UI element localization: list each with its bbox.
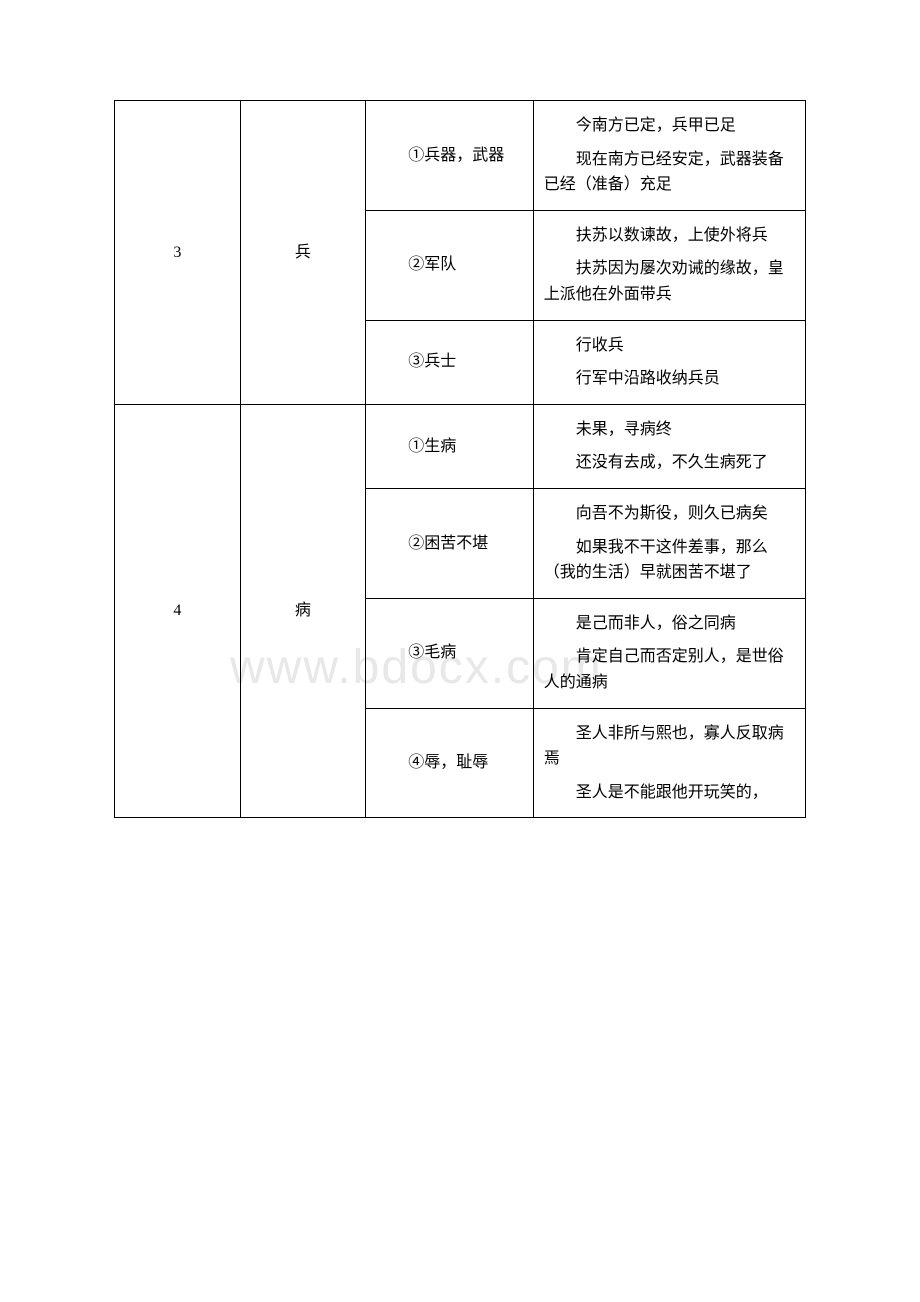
vocabulary-table: 3 兵 ①兵器，武器 今南方已定，兵甲已足 现在南方已经安定，武器装备已经（准备… bbox=[114, 100, 806, 818]
meaning-cell: ③兵士 bbox=[366, 320, 534, 404]
example-text: 向吾不为斯役，则久已病矣 bbox=[544, 501, 795, 527]
example-cell: 向吾不为斯役，则久已病矣 如果我不干这件差事，那么（我的生活）早就困苦不堪了 bbox=[533, 488, 805, 598]
example-cell: 今南方已定，兵甲已足 现在南方已经安定，武器装备已经（准备）充足 bbox=[533, 101, 805, 211]
meaning-cell: ④辱，耻辱 bbox=[366, 708, 534, 818]
meaning-cell: ①生病 bbox=[366, 404, 534, 488]
translation-text: 现在南方已经安定，武器装备已经（准备）充足 bbox=[544, 147, 795, 198]
translation-text: 扶苏因为屡次劝诫的缘故，皇上派他在外面带兵 bbox=[544, 256, 795, 307]
meaning-cell: ②困苦不堪 bbox=[366, 488, 534, 598]
example-cell: 行收兵 行军中沿路收纳兵员 bbox=[533, 320, 805, 404]
example-cell: 圣人非所与熙也，寡人反取病焉 圣人是不能跟他开玩笑的， bbox=[533, 708, 805, 818]
translation-text: 圣人是不能跟他开玩笑的， bbox=[544, 780, 795, 806]
example-cell: 扶苏以数谏故，上使外将兵 扶苏因为屡次劝诫的缘故，皇上派他在外面带兵 bbox=[533, 210, 805, 320]
translation-text: 行军中沿路收纳兵员 bbox=[544, 366, 795, 392]
row-number: 4 bbox=[115, 404, 241, 818]
example-text: 未果，寻病终 bbox=[544, 417, 795, 443]
row-number: 3 bbox=[115, 101, 241, 405]
meaning-cell: ③毛病 bbox=[366, 598, 534, 708]
example-text: 扶苏以数谏故，上使外将兵 bbox=[544, 223, 795, 249]
meaning-cell: ②军队 bbox=[366, 210, 534, 320]
example-text: 圣人非所与熙也，寡人反取病焉 bbox=[544, 721, 795, 772]
example-cell: 是己而非人，俗之同病 肯定自己而否定别人，是世俗人的通病 bbox=[533, 598, 805, 708]
translation-text: 肯定自己而否定别人，是世俗人的通病 bbox=[544, 644, 795, 695]
character: 病 bbox=[240, 404, 366, 818]
meaning-cell: ①兵器，武器 bbox=[366, 101, 534, 211]
example-text: 今南方已定，兵甲已足 bbox=[544, 113, 795, 139]
example-text: 是己而非人，俗之同病 bbox=[544, 611, 795, 637]
example-text: 行收兵 bbox=[544, 333, 795, 359]
example-cell: 未果，寻病终 还没有去成，不久生病死了 bbox=[533, 404, 805, 488]
translation-text: 还没有去成，不久生病死了 bbox=[544, 450, 795, 476]
translation-text: 如果我不干这件差事，那么（我的生活）早就困苦不堪了 bbox=[544, 535, 795, 586]
character: 兵 bbox=[240, 101, 366, 405]
